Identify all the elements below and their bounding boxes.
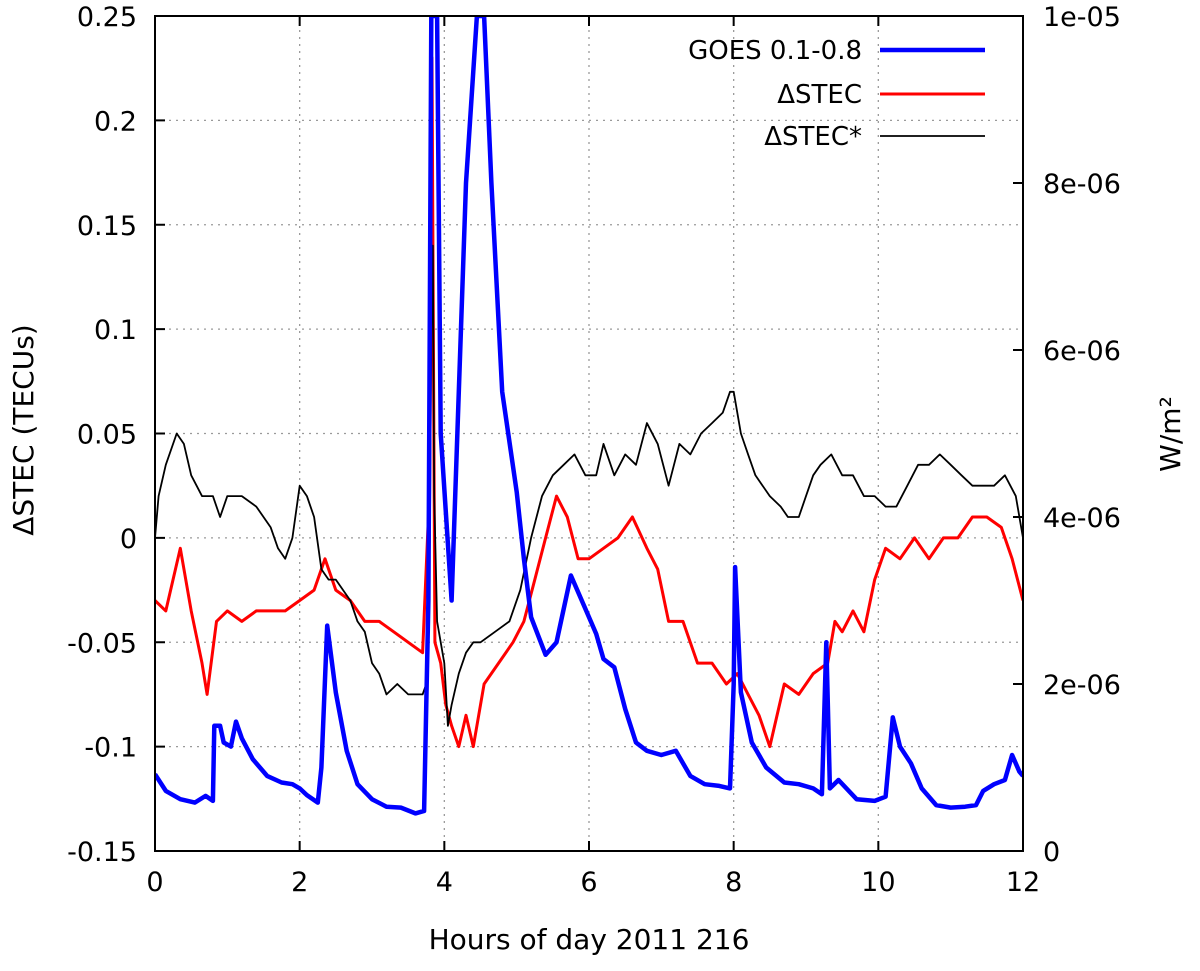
series-line-2 (155, 244, 1023, 727)
y-right-tick-label: 0 (1043, 837, 1060, 868)
y-left-tick-label: 0.15 (77, 211, 137, 242)
y-right-tick-label: 4e-06 (1043, 503, 1121, 534)
x-tick-label: 12 (1006, 867, 1040, 898)
y-right-tick-label: 6e-06 (1043, 336, 1121, 367)
y-left-tick-label: -0.05 (67, 628, 137, 659)
y-left-tick-label: 0.1 (94, 315, 137, 346)
y-right-tick-label: 8e-06 (1043, 169, 1121, 200)
y-left-tick-label: 0.2 (94, 106, 137, 137)
grid (155, 16, 1023, 851)
y-left-tick-label: 0.25 (77, 2, 137, 33)
x-tick-label: 10 (861, 867, 895, 898)
legend-label-1: ΔSTEC (777, 80, 862, 110)
legend-label-2: ΔSTEC* (764, 122, 862, 152)
tick-labels: 0 2 4 6 8 10 12 0.25 0.2 0.15 0.1 0.05 0 -0.05 -0.1 -0.… (67, 2, 1121, 898)
x-tick-label: 2 (291, 867, 308, 898)
x-tick-label: 4 (436, 867, 453, 898)
y-right-tick-label: 1e-05 (1043, 2, 1121, 33)
series-line-1 (155, 56, 1023, 749)
x-tick-label: 0 (146, 867, 163, 898)
y-axis-label-right: W/m² (1154, 396, 1187, 472)
y-left-tick-label: 0.05 (77, 420, 137, 451)
y-left-tick-label: -0.1 (84, 733, 137, 764)
x-tick-label: 6 (580, 867, 597, 898)
x-axis-label: Hours of day 2011 216 (429, 923, 750, 956)
series-layer (155, 16, 1023, 816)
y-axis-label-left: ΔSTEC (TECUs) (7, 324, 40, 535)
y-left-tick-label: -0.15 (67, 837, 137, 868)
series-line-0 (155, 16, 1023, 816)
legend: GOES 0.1-0.8 ΔSTEC ΔSTEC* (688, 36, 985, 152)
y-left-tick-label: 0 (120, 524, 137, 555)
legend-label-0: GOES 0.1-0.8 (688, 36, 862, 66)
ticks (154, 15, 1024, 852)
y-right-tick-label: 2e-06 (1043, 670, 1121, 701)
x-tick-label: 8 (725, 867, 742, 898)
